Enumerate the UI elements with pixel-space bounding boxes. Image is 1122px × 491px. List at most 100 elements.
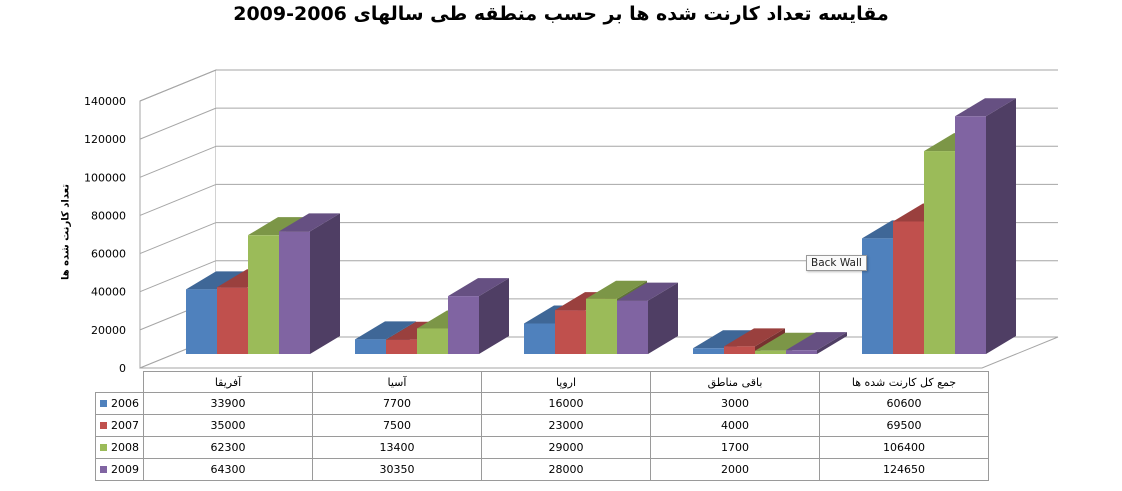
legend-label: 2008	[111, 441, 139, 454]
legend-swatch	[100, 422, 107, 429]
table-cell: 69500	[819, 414, 989, 437]
table-cell: 62300	[143, 436, 313, 459]
bar-side	[648, 282, 678, 354]
category-label: باقی مناطق	[650, 371, 820, 393]
bar-front	[186, 289, 217, 354]
category-label: جمع کل کارنت شده ها	[819, 371, 989, 393]
table-cell: 33900	[143, 392, 313, 415]
bar-top	[617, 282, 678, 301]
table-cell: 13400	[312, 436, 482, 459]
bar-side	[817, 332, 847, 354]
legend-swatch	[100, 400, 107, 407]
table-cell: 30350	[312, 458, 482, 481]
legend-label: 2007	[111, 419, 139, 432]
table-row: 2009 64300 30350 28000 2000 124650	[95, 458, 989, 481]
bar-front	[893, 221, 924, 354]
bar-top	[248, 217, 309, 236]
table-cell: 16000	[481, 392, 651, 415]
category-label: اروپا	[481, 371, 651, 393]
bar-front	[248, 235, 279, 354]
bar-front	[417, 328, 448, 354]
bar	[448, 278, 509, 354]
category-label: آسیا	[312, 371, 482, 393]
y-tick-label: 80000	[91, 209, 126, 222]
table-cell: 124650	[819, 458, 989, 481]
bar-top	[955, 98, 1016, 117]
legend-swatch	[100, 444, 107, 451]
table-cell: 4000	[650, 414, 820, 437]
table-row: 2007 35000 7500 23000 4000 69500	[95, 414, 989, 437]
bar-front	[555, 310, 586, 354]
table-cell: 2000	[650, 458, 820, 481]
y-tick-labels: 0 20000 40000 60000 80000 100000 120000 140000	[84, 95, 126, 375]
legend-label: 2009	[111, 463, 139, 476]
table-row: 2006 33900 7700 16000 3000 60600	[95, 392, 989, 415]
bar-side	[986, 98, 1016, 354]
bar	[955, 98, 1016, 354]
bar-front	[724, 346, 755, 354]
gridline	[139, 107, 217, 140]
gridline	[139, 183, 217, 216]
legend-entry: 2009	[95, 458, 144, 481]
table-cell: 1700	[650, 436, 820, 459]
bar-top	[355, 321, 416, 340]
bar-top	[786, 332, 847, 351]
bar-front	[355, 339, 386, 354]
bar-front	[617, 300, 648, 354]
bar-top	[755, 332, 816, 351]
legend-entry: 2007	[95, 414, 144, 437]
bar-front	[693, 348, 724, 354]
table-cell: 7700	[312, 392, 482, 415]
category-label: آفریقا	[143, 371, 313, 393]
table-cell: 64300	[143, 458, 313, 481]
bar-front	[524, 323, 555, 354]
bar-side	[310, 213, 340, 354]
y-tick-label: 140000	[84, 95, 126, 108]
table-cell: 7500	[312, 414, 482, 437]
gridline	[139, 69, 217, 102]
table-row: 2008 62300 13400 29000 1700 106400	[95, 436, 989, 459]
bar-front	[586, 298, 617, 354]
bar-top	[693, 330, 754, 349]
gridline	[139, 145, 217, 178]
bar-front	[217, 287, 248, 354]
bar-front	[755, 350, 786, 354]
bar-side	[479, 278, 509, 354]
bar-front	[279, 231, 310, 354]
bar-top	[586, 280, 647, 299]
table-cell: 23000	[481, 414, 651, 437]
back-wall-tooltip: Back Wall	[806, 255, 867, 271]
table-cell: 3000	[650, 392, 820, 415]
bar-front	[924, 151, 955, 354]
bar-top	[279, 213, 340, 232]
bar-top	[186, 271, 247, 290]
legend-label: 2006	[111, 397, 139, 410]
table-cell: 106400	[819, 436, 989, 459]
bar-top	[724, 328, 785, 347]
bar-top	[448, 278, 509, 297]
bar	[786, 332, 847, 354]
y-tick-label: 60000	[91, 248, 126, 261]
legend-swatch	[100, 466, 107, 473]
bar-front	[448, 296, 479, 354]
bar-front	[386, 339, 417, 354]
chart-title: مقایسه تعداد کارنت شده ها بر حسب منطقه ط…	[233, 3, 889, 25]
gridline	[139, 222, 217, 255]
data-table-header: آفریقا آسیا اروپا باقی مناطق جمع کل کارن…	[95, 371, 989, 393]
table-cell: 60600	[819, 392, 989, 415]
chart-bars	[186, 98, 1016, 354]
y-tick-label: 120000	[84, 133, 126, 146]
legend-entry: 2008	[95, 436, 144, 459]
bar-front	[862, 238, 893, 354]
bar	[279, 213, 340, 354]
bar	[617, 282, 678, 354]
bar-front	[786, 350, 817, 354]
gridline	[139, 260, 217, 293]
table-cell: 35000	[143, 414, 313, 437]
bar-front	[955, 116, 986, 354]
y-tick-label: 0	[119, 362, 126, 375]
y-tick-label: 100000	[84, 171, 126, 184]
y-tick-label: 40000	[91, 286, 126, 299]
table-corner	[95, 371, 144, 393]
